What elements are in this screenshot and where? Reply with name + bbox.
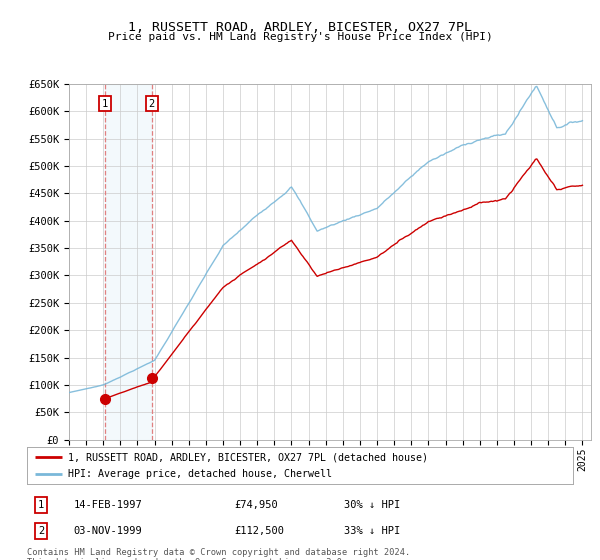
Text: Price paid vs. HM Land Registry's House Price Index (HPI): Price paid vs. HM Land Registry's House … xyxy=(107,32,493,42)
Text: 1, RUSSETT ROAD, ARDLEY, BICESTER, OX27 7PL (detached house): 1, RUSSETT ROAD, ARDLEY, BICESTER, OX27 … xyxy=(68,452,428,463)
Text: £74,950: £74,950 xyxy=(235,500,278,510)
Text: 2: 2 xyxy=(38,526,44,536)
Text: 1, RUSSETT ROAD, ARDLEY, BICESTER, OX27 7PL: 1, RUSSETT ROAD, ARDLEY, BICESTER, OX27 … xyxy=(128,21,472,34)
Text: 33% ↓ HPI: 33% ↓ HPI xyxy=(344,526,400,536)
Text: £112,500: £112,500 xyxy=(235,526,284,536)
Text: 14-FEB-1997: 14-FEB-1997 xyxy=(73,500,142,510)
Text: 30% ↓ HPI: 30% ↓ HPI xyxy=(344,500,400,510)
Text: HPI: Average price, detached house, Cherwell: HPI: Average price, detached house, Cher… xyxy=(68,469,332,479)
Text: 1: 1 xyxy=(102,99,109,109)
Text: Contains HM Land Registry data © Crown copyright and database right 2024.
This d: Contains HM Land Registry data © Crown c… xyxy=(27,548,410,560)
Text: 2: 2 xyxy=(149,99,155,109)
Text: 1: 1 xyxy=(38,500,44,510)
Bar xyxy=(105,84,152,440)
Text: 03-NOV-1999: 03-NOV-1999 xyxy=(73,526,142,536)
